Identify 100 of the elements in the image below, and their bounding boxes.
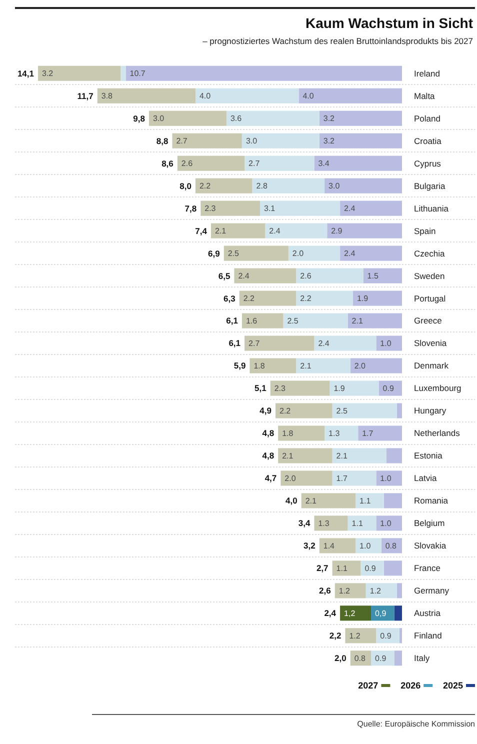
total-label: 2,7 [316, 563, 329, 574]
y-tick-label: Lithuania [414, 203, 449, 214]
data-label: 1.1 [336, 564, 348, 573]
bar [319, 110, 402, 126]
bar [348, 313, 402, 328]
y-tick-label: Estonia [414, 450, 443, 461]
bar [332, 560, 361, 576]
bar [319, 538, 356, 554]
total-label: 11,7 [77, 90, 94, 101]
y-tick-label: Slovakia [414, 540, 446, 551]
data-label: 2.8 [256, 182, 268, 191]
data-label: 0.9 [382, 384, 394, 394]
legend-label: 2025 [442, 680, 463, 691]
data-label: 3.2 [42, 69, 54, 78]
bar [324, 426, 358, 441]
bar [396, 583, 402, 598]
bar [366, 583, 397, 598]
data-label: 1.1 [360, 496, 372, 506]
bar [396, 403, 402, 418]
data-label: 2.4 [344, 249, 356, 258]
data-label: 3.0 [153, 114, 165, 124]
y-tick-label: Poland [414, 113, 441, 124]
bar [242, 313, 284, 328]
total-label: 7,4 [195, 226, 208, 236]
bar [371, 650, 394, 666]
data-label: 3.2 [323, 114, 336, 124]
total-label: 2,0 [334, 653, 347, 664]
legend-label: 2027 [358, 680, 378, 691]
bar [330, 380, 379, 396]
data-label: 2.7 [248, 159, 260, 168]
bar [334, 583, 366, 598]
bar [224, 246, 288, 261]
bar [340, 606, 372, 621]
data-label: 1.7 [336, 474, 348, 484]
bar [358, 426, 402, 441]
bar [371, 606, 394, 621]
y-tick-label: Malta [414, 90, 436, 101]
total-label: 8,6 [162, 158, 174, 168]
total-label: 4,7 [264, 473, 277, 484]
data-label: 2.2 [243, 294, 256, 304]
bar [301, 493, 356, 508]
data-label: 2.4 [318, 339, 330, 348]
bar [384, 560, 402, 576]
bar [288, 246, 340, 261]
y-tick-label: Belgium [414, 518, 445, 528]
bar [242, 133, 320, 148]
data-label: 2.7 [176, 136, 188, 146]
y-tick-label: Luxembourg [414, 383, 462, 394]
bar [149, 110, 226, 126]
data-label: 2.3 [274, 384, 286, 394]
series-label: 2026 [400, 680, 421, 691]
bar [352, 290, 402, 306]
total-label: 8,8 [156, 136, 168, 146]
total-label: 7,8 [184, 203, 197, 214]
bar [270, 380, 330, 396]
total-label: 14,1 [17, 68, 34, 78]
data-label: 2.1 [336, 452, 348, 461]
y-tick-label: Greece [414, 316, 442, 326]
total-label: 6,3 [224, 293, 236, 304]
total-label: 6,9 [208, 248, 220, 258]
data-label: 1.0 [380, 518, 392, 528]
y-tick-label: Germany [414, 586, 450, 596]
data-label: 2.9 [331, 226, 343, 236]
bar [314, 336, 376, 351]
bar [210, 223, 266, 238]
y-tick-label: Denmark [414, 360, 450, 371]
bar [244, 156, 314, 171]
total-label: 8,0 [180, 180, 192, 191]
data-label: 2.0 [354, 362, 366, 371]
data-label: 2.5 [336, 406, 348, 416]
data-label: 0.9 [364, 564, 376, 573]
y-tick-label: Bulgaria [414, 180, 446, 191]
bar [340, 200, 402, 216]
source-note: Quelle: Europäische Kommission [357, 720, 475, 728]
bar [278, 448, 332, 464]
data-label: 1.5 [367, 272, 379, 281]
bar [283, 313, 348, 328]
data-label: 0.8 [354, 654, 366, 663]
data-label: 10.7 [130, 69, 146, 78]
total-label: 2,4 [324, 608, 336, 618]
data-label: 0.9 [380, 631, 392, 640]
bar [239, 290, 296, 306]
bar [340, 246, 402, 261]
bar [350, 358, 402, 374]
data-label: 1.0 [380, 339, 392, 348]
data-label: 1.2 [370, 586, 382, 596]
data-label: 1.9 [334, 384, 346, 394]
total-label: 5,9 [234, 360, 246, 371]
bar [296, 290, 353, 306]
data-label: 1.4 [323, 541, 336, 550]
bar [177, 156, 245, 171]
bar [97, 88, 196, 104]
data-label: 2.4 [238, 272, 250, 281]
total-label: 6,1 [228, 338, 241, 348]
total-label: 4,8 [262, 428, 274, 438]
y-tick-label: Ireland [414, 68, 440, 78]
y-tick-label: Latvia [414, 473, 437, 484]
data-label: 1.7 [362, 429, 374, 438]
data-label: 2.7 [248, 339, 260, 348]
data-label: 2.4 [269, 226, 281, 236]
